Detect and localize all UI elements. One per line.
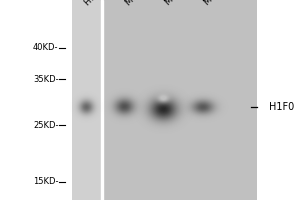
Text: Mouse lung: Mouse lung bbox=[202, 0, 244, 7]
Text: Mouse kidney: Mouse kidney bbox=[164, 0, 212, 7]
Bar bbox=[100, 0, 103, 200]
Text: 25KD-: 25KD- bbox=[33, 120, 58, 130]
Bar bbox=[103, 0, 256, 200]
Text: 40KD-: 40KD- bbox=[33, 44, 58, 52]
Text: HT-29: HT-29 bbox=[82, 0, 106, 7]
Text: H1F0: H1F0 bbox=[268, 102, 294, 112]
Text: 35KD-: 35KD- bbox=[33, 74, 58, 84]
Text: 15KD-: 15KD- bbox=[33, 178, 58, 186]
Bar bbox=[72, 0, 100, 200]
Text: Mouse liver: Mouse liver bbox=[124, 0, 166, 7]
